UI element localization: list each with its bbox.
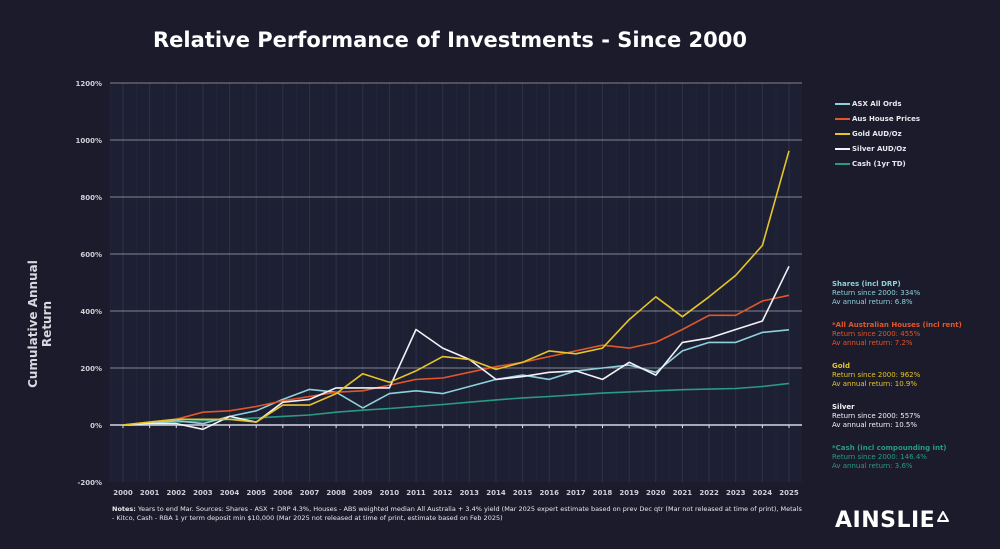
ainslie-logo: AINSLIE	[835, 508, 950, 533]
legend-swatch	[835, 117, 850, 120]
legend-item: ASX All Ords	[835, 96, 920, 111]
x-tick-label: 2013	[460, 489, 480, 497]
stats-heading: *All Australian Houses (incl rent)	[832, 321, 962, 329]
stats-gold: Gold Return since 2000: 962% Av annual ret…	[832, 362, 997, 403]
stats-houses: *All Australian Houses (incl rent) Return…	[832, 321, 997, 362]
legend-swatch	[835, 132, 850, 135]
x-tick-label: 2022	[699, 489, 719, 497]
y-tick-label: -200%	[77, 479, 102, 487]
x-tick-label: 2012	[433, 489, 453, 497]
x-tick-label: 2011	[406, 489, 426, 497]
series-line-aus-house-prices	[122, 294, 790, 426]
x-tick-label: 2014	[486, 489, 506, 497]
stats-return: Return since 2000: 146.4%	[832, 453, 927, 461]
y-tick-label: 1200%	[76, 80, 103, 88]
x-tick-label: 2000	[113, 489, 133, 497]
stats-return: Return since 2000: 334%	[832, 289, 921, 297]
series-line-asx-all-ords	[122, 329, 790, 426]
stats-annual: Av annual return: 6.8%	[832, 298, 913, 306]
return-stats: Shares (incl DRP) Return since 2000: 334%…	[832, 280, 997, 485]
legend-label: ASX All Ords	[852, 99, 902, 108]
x-tick-label: 2018	[593, 489, 613, 497]
stats-heading: Silver	[832, 403, 855, 411]
x-tick-label: 2025	[779, 489, 799, 497]
notes-label: Notes:	[112, 505, 136, 513]
series-line-gold-aud-oz	[122, 150, 790, 426]
x-tick-label: 2019	[619, 489, 639, 497]
y-tick-label: 200%	[80, 365, 102, 373]
legend-item: Cash (1yr TD)	[835, 156, 920, 171]
x-tick-label: 2004	[220, 489, 240, 497]
stats-return: Return since 2000: 962%	[832, 371, 921, 379]
legend-swatch	[835, 162, 850, 165]
stats-return: Return since 2000: 557%	[832, 412, 921, 420]
legend-label: Cash (1yr TD)	[852, 159, 906, 168]
legend-item: Aus House Prices	[835, 111, 920, 126]
stats-heading: Gold	[832, 362, 850, 370]
x-tick-label: 2020	[646, 489, 666, 497]
notes-text: Years to end Mar. Sources: Shares - ASX …	[112, 505, 802, 522]
logo-text: AINSLIE	[835, 508, 936, 533]
x-tick-label: 2005	[246, 489, 266, 497]
stats-silver: Silver Return since 2000: 557% Av annual r…	[832, 403, 997, 444]
y-tick-label: 0%	[90, 422, 102, 430]
legend-swatch	[835, 102, 850, 105]
legend-label: Silver AUD/Oz	[852, 144, 907, 153]
x-tick-label: 2001	[140, 489, 160, 497]
y-tick-label: 600%	[80, 251, 102, 259]
x-tick-label: 2015	[513, 489, 533, 497]
series-line-silver-aud-oz	[122, 265, 790, 431]
x-tick-label: 2003	[193, 489, 213, 497]
stats-annual: Av annual return: 3.6%	[832, 462, 913, 470]
chart-title: Relative Performance of Investments - Si…	[153, 28, 747, 52]
plot-area	[110, 83, 802, 482]
stats-annual: Av annual return: 10.5%	[832, 421, 918, 429]
stats-cash: *Cash (incl compounding int) Return since…	[832, 444, 997, 485]
notes: Notes: Years to end Mar. Sources: Shares…	[112, 505, 802, 523]
legend-item: Silver AUD/Oz	[835, 141, 920, 156]
legend: ASX All Ords Aus House Prices Gold AUD/Oz S…	[835, 96, 920, 171]
x-tick-label: 2016	[539, 489, 559, 497]
stats-heading: Shares (incl DRP)	[832, 280, 901, 288]
y-tick-label: 1000%	[76, 137, 103, 145]
legend-label: Aus House Prices	[852, 114, 921, 123]
x-tick-label: 2009	[353, 489, 373, 497]
stats-annual: Av annual return: 7.2%	[832, 339, 913, 347]
x-tick-label: 2024	[753, 489, 773, 497]
stats-shares: Shares (incl DRP) Return since 2000: 334%…	[832, 280, 997, 321]
x-tick-label: 2007	[300, 489, 320, 497]
stats-return: Return since 2000: 455%	[832, 330, 921, 338]
x-tick-label: 2010	[380, 489, 400, 497]
logo-triangle-icon	[937, 511, 950, 522]
x-tick-label: 2023	[726, 489, 746, 497]
y-tick-label: 800%	[80, 194, 102, 202]
legend-label: Gold AUD/Oz	[852, 129, 902, 138]
x-tick-label: 2008	[326, 489, 346, 497]
stats-annual: Av annual return: 10.9%	[832, 380, 918, 388]
x-tick-label: 2006	[273, 489, 293, 497]
y-tick-label: 400%	[80, 308, 102, 316]
stats-heading: *Cash (incl compounding int)	[832, 444, 947, 452]
x-tick-label: 2002	[167, 489, 187, 497]
x-tick-label: 2021	[673, 489, 693, 497]
x-tick-label: 2017	[566, 489, 586, 497]
legend-item: Gold AUD/Oz	[835, 126, 920, 141]
legend-swatch	[835, 147, 850, 150]
